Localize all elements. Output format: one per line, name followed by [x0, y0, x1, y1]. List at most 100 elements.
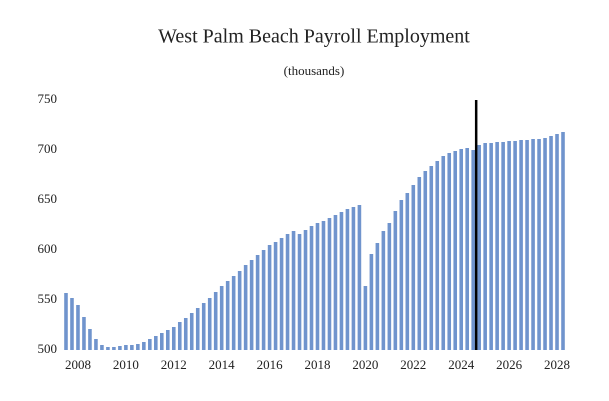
- y-tick-label: 600: [38, 241, 58, 256]
- x-tick-label: 2012: [161, 357, 187, 372]
- bar: [543, 138, 547, 350]
- chart-title: West Palm Beach Payroll Employment: [158, 26, 470, 48]
- bar: [82, 317, 86, 350]
- bar: [339, 212, 344, 350]
- bar: [249, 260, 254, 350]
- bar: [255, 255, 260, 350]
- y-tick-label: 550: [38, 291, 58, 306]
- x-tick-label: 2026: [496, 357, 523, 372]
- bar: [160, 333, 164, 350]
- x-tick-label: 2024: [448, 357, 475, 372]
- chart-subtitle: (thousands): [284, 63, 345, 78]
- bar: [441, 156, 446, 350]
- bar: [142, 342, 146, 350]
- bar: [495, 142, 499, 350]
- bar: [405, 193, 410, 350]
- bar: [471, 150, 475, 350]
- bar: [207, 298, 212, 350]
- bar: [345, 209, 350, 350]
- bar: [369, 254, 374, 350]
- x-tick-label: 2016: [257, 357, 284, 372]
- bar: [501, 142, 505, 350]
- x-tick-label: 2014: [209, 357, 236, 372]
- bar: [106, 347, 110, 350]
- bar: [327, 218, 332, 350]
- y-tick-label: 700: [38, 141, 58, 156]
- bar: [447, 153, 452, 350]
- bar: [537, 139, 541, 350]
- y-tick-label: 750: [38, 91, 58, 106]
- bar: [507, 141, 511, 350]
- bar: [297, 234, 302, 350]
- bar: [429, 166, 434, 350]
- bar: [561, 132, 565, 350]
- bar: [417, 177, 422, 350]
- bar: [171, 327, 176, 350]
- bar: [375, 243, 380, 350]
- bar: [70, 298, 74, 350]
- bar: [213, 292, 218, 350]
- bar: [112, 347, 116, 350]
- bar: [64, 293, 68, 350]
- bar: [118, 346, 122, 350]
- x-tick-label: 2020: [352, 357, 378, 372]
- bar: [351, 207, 356, 350]
- bar: [423, 171, 428, 350]
- bar: [219, 286, 224, 350]
- bar: [387, 223, 392, 350]
- bar: [177, 322, 182, 350]
- bar: [483, 143, 487, 350]
- bar: [243, 265, 248, 350]
- bar: [88, 329, 92, 350]
- bar: [76, 305, 80, 350]
- bar: [489, 143, 493, 350]
- bar: [381, 231, 386, 350]
- x-tick-label: 2022: [400, 357, 426, 372]
- bar: [549, 136, 553, 350]
- bar: [130, 345, 134, 350]
- bar: [195, 308, 200, 350]
- bar: [321, 221, 326, 350]
- bar: [453, 151, 458, 350]
- bar: [165, 330, 170, 350]
- bar: [261, 250, 266, 350]
- bar: [225, 281, 230, 350]
- bar: [136, 344, 140, 350]
- bar: [285, 234, 290, 350]
- bar: [333, 215, 338, 350]
- bar: [303, 230, 308, 350]
- bar: [393, 211, 398, 350]
- bar: [267, 245, 272, 350]
- bar: [399, 200, 404, 350]
- bar: [459, 149, 464, 350]
- x-tick-label: 2008: [65, 357, 91, 372]
- bar: [201, 303, 206, 350]
- bar: [315, 223, 320, 350]
- y-tick-label: 500: [38, 341, 58, 356]
- bar: [291, 231, 296, 350]
- y-tick-label: 650: [38, 191, 58, 206]
- bar: [100, 345, 104, 350]
- x-tick-label: 2010: [113, 357, 139, 372]
- bar: [279, 238, 284, 350]
- bar: [531, 139, 535, 350]
- bar: [357, 205, 362, 350]
- bar: [189, 313, 194, 350]
- bar: [411, 185, 416, 350]
- bar: [465, 148, 469, 350]
- bar: [477, 145, 481, 350]
- bar: [231, 276, 236, 350]
- bar: [363, 286, 368, 350]
- bar: [513, 141, 517, 350]
- bar: [555, 134, 559, 350]
- bar: [435, 161, 440, 350]
- bar: [183, 318, 188, 350]
- x-tick-label: 2018: [304, 357, 330, 372]
- bar: [154, 336, 158, 350]
- bar: [148, 339, 152, 350]
- bar: [519, 140, 523, 350]
- bar: [273, 242, 278, 350]
- bar: [309, 226, 314, 350]
- bar: [94, 339, 98, 350]
